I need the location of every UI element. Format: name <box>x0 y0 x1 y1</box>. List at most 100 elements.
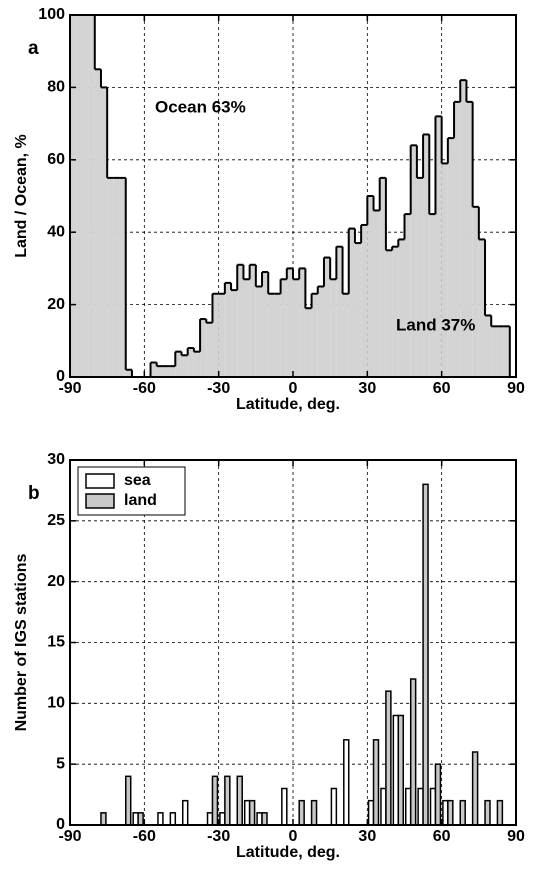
bar <box>460 80 467 377</box>
bar <box>119 177 126 377</box>
bar <box>423 134 430 377</box>
legend-label: land <box>124 492 157 509</box>
legend-swatch <box>85 473 115 489</box>
bar <box>200 319 207 377</box>
bar <box>397 714 405 826</box>
x-tick-label: 30 <box>358 828 376 845</box>
bar <box>293 279 300 377</box>
bar <box>330 787 338 826</box>
bar <box>125 775 132 826</box>
bar <box>434 763 442 826</box>
bar <box>94 69 101 378</box>
y-tick-label: 20 <box>47 573 65 590</box>
bar <box>193 351 201 377</box>
bar <box>471 751 479 826</box>
bar <box>385 250 393 377</box>
bar <box>224 775 231 826</box>
x-tick-label: -60 <box>133 828 156 845</box>
bar <box>379 177 386 377</box>
bar <box>372 739 380 826</box>
annotation: Ocean 63% <box>155 97 246 116</box>
bar <box>255 286 263 377</box>
x-tick-label: -90 <box>58 828 81 845</box>
y-axis-title: Land / Ocean, % <box>13 134 30 258</box>
bar <box>367 196 374 377</box>
bar <box>249 264 256 377</box>
bar <box>404 214 411 377</box>
x-tick-label: 0 <box>289 380 298 397</box>
panel-label: a <box>28 38 39 59</box>
bar <box>274 293 281 377</box>
y-tick-label: 10 <box>47 695 65 712</box>
bar <box>100 87 108 378</box>
y-axis-title: Number of IGS stations <box>13 554 30 732</box>
bar <box>484 799 491 826</box>
bar <box>435 116 442 378</box>
y-tick-label: 60 <box>47 151 65 168</box>
bar <box>485 315 492 377</box>
bar <box>262 272 269 377</box>
y-tick-label: 5 <box>56 755 65 772</box>
bar <box>410 145 417 377</box>
bar <box>323 257 331 377</box>
bar <box>447 138 455 377</box>
x-tick-label: -90 <box>58 380 81 397</box>
x-tick-label: -30 <box>207 380 230 397</box>
y-tick-label: 100 <box>38 6 65 23</box>
x-tick-label: -30 <box>207 828 230 845</box>
bar <box>169 812 177 826</box>
bar <box>286 268 293 377</box>
bar <box>181 799 189 826</box>
bar <box>441 163 448 377</box>
bar <box>113 177 120 377</box>
bar <box>354 243 362 377</box>
bar <box>416 177 424 377</box>
bar <box>459 799 466 826</box>
bar <box>317 286 324 377</box>
y-tick-label: 25 <box>47 512 65 529</box>
bar <box>491 326 498 377</box>
bar <box>157 812 164 826</box>
bar <box>248 799 256 826</box>
bar <box>206 322 213 377</box>
bar <box>392 246 399 377</box>
annotation: Land 37% <box>396 315 475 334</box>
bar <box>243 279 250 377</box>
x-tick-label: 60 <box>433 828 451 845</box>
bar <box>125 369 132 377</box>
bar <box>496 799 504 826</box>
x-axis-title: Latitude, deg. <box>236 844 340 861</box>
y-tick-label: 0 <box>56 368 65 385</box>
bar <box>137 812 144 826</box>
bar <box>310 799 318 826</box>
x-tick-label: -60 <box>133 380 156 397</box>
bar <box>268 293 275 377</box>
bar <box>447 799 454 826</box>
bar <box>497 326 504 377</box>
bar <box>212 293 219 377</box>
bar <box>478 239 486 377</box>
bar <box>231 290 238 377</box>
bar <box>398 239 405 377</box>
bar <box>342 293 349 377</box>
bar <box>311 293 318 377</box>
legend-swatch <box>85 493 115 509</box>
bar <box>343 739 350 826</box>
bar <box>224 282 232 377</box>
bar <box>107 177 114 377</box>
x-tick-label: 30 <box>358 380 376 397</box>
bar <box>298 799 305 826</box>
bar <box>76 15 83 377</box>
bar <box>299 268 306 377</box>
bar <box>261 812 268 826</box>
bar <box>281 787 288 826</box>
bar <box>70 15 77 377</box>
bar <box>181 355 188 377</box>
bar <box>330 279 337 377</box>
x-tick-label: 90 <box>507 828 525 845</box>
x-tick-label: 0 <box>289 828 298 845</box>
bar <box>100 812 107 826</box>
bar <box>336 246 343 377</box>
